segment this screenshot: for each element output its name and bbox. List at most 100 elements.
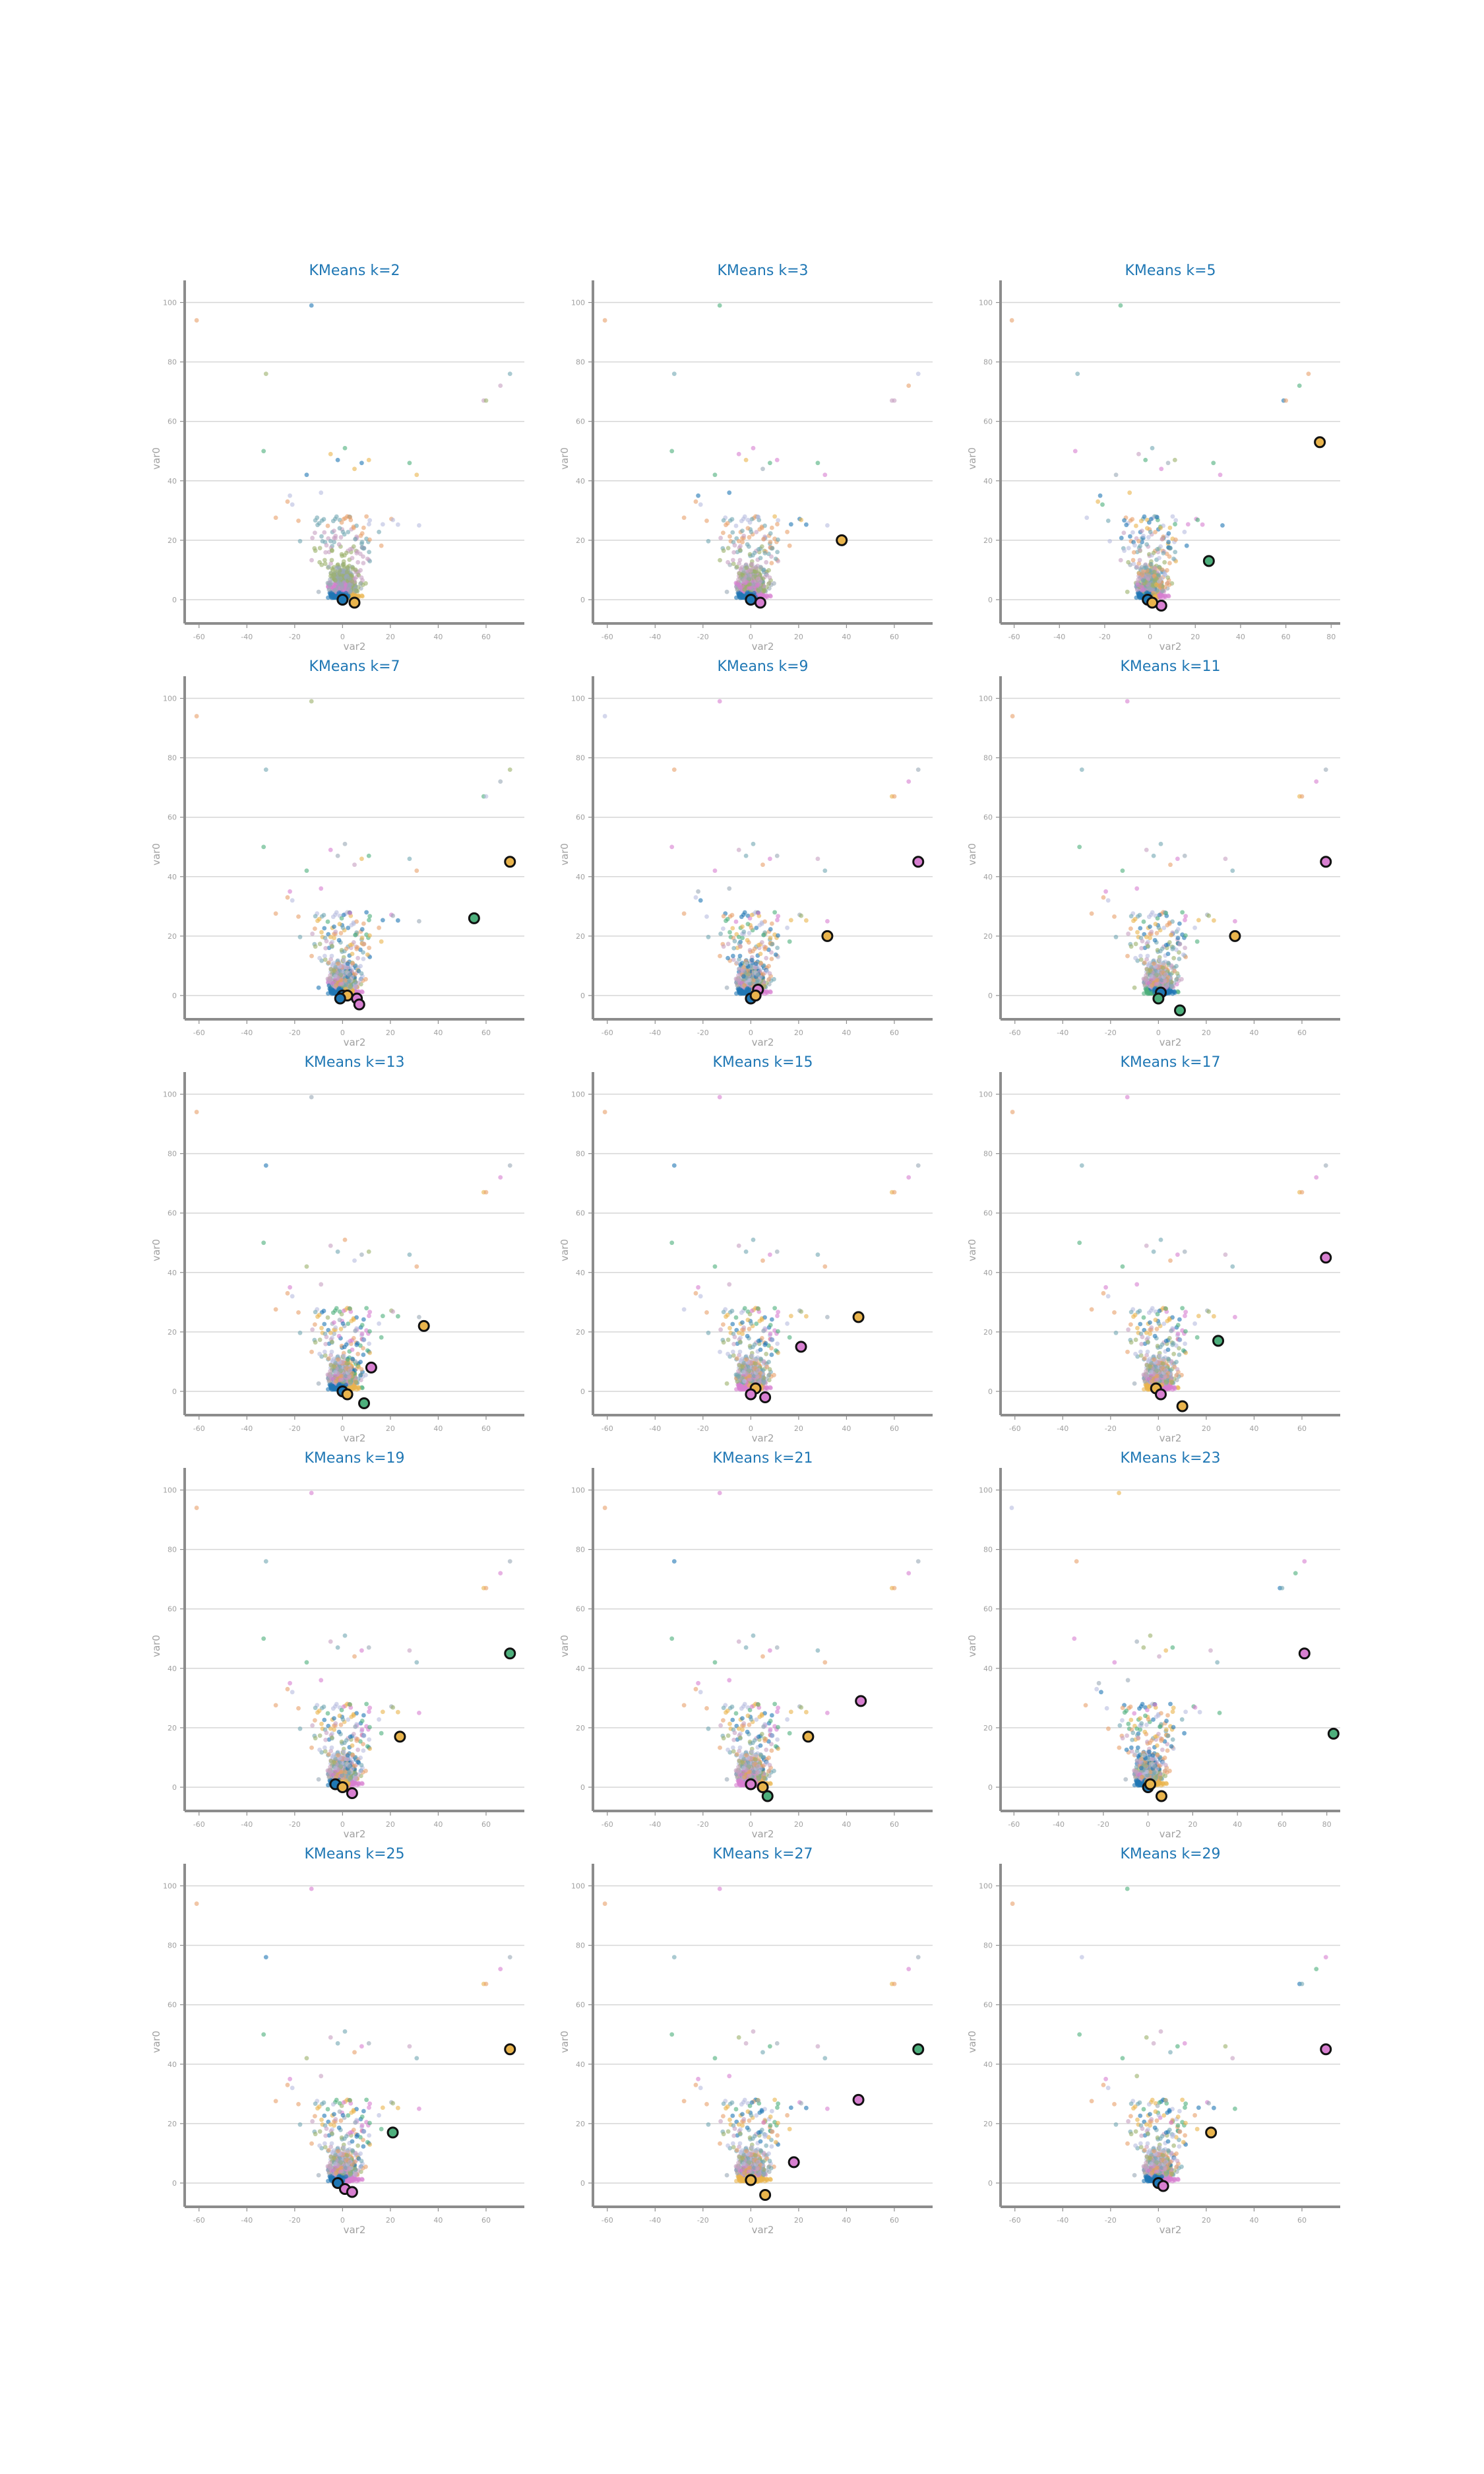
data-point — [354, 984, 359, 989]
data-point — [718, 954, 722, 959]
data-point — [342, 912, 346, 917]
data-point — [261, 844, 266, 849]
data-point — [1132, 550, 1136, 555]
data-point — [770, 922, 774, 926]
data-point — [1220, 523, 1225, 528]
data-point — [342, 958, 346, 963]
data-point — [751, 842, 756, 846]
data-point — [765, 990, 770, 995]
data-point — [333, 930, 338, 934]
data-point — [799, 518, 803, 523]
data-point — [286, 499, 290, 504]
data-point — [762, 588, 767, 593]
data-point — [738, 558, 743, 563]
data-point — [356, 956, 360, 961]
data-point — [328, 848, 333, 852]
y-tick-label: 100 — [571, 299, 585, 307]
data-point — [337, 542, 342, 547]
data-point — [804, 918, 809, 923]
data-point — [1161, 588, 1165, 593]
data-point — [326, 920, 330, 924]
data-point — [1150, 446, 1155, 451]
data-point — [761, 933, 766, 937]
data-point — [315, 918, 320, 923]
y-tick-label: 40 — [576, 477, 585, 486]
cluster-centroid — [469, 913, 479, 923]
data-point — [351, 961, 356, 966]
data-point — [736, 973, 741, 978]
data-point — [1153, 530, 1158, 534]
data-point — [322, 926, 326, 931]
data-point — [722, 914, 726, 918]
data-point — [338, 526, 342, 530]
data-point — [344, 947, 349, 951]
data-point — [785, 530, 789, 534]
data-point — [1148, 530, 1153, 534]
data-point — [367, 518, 372, 523]
data-point — [336, 854, 340, 858]
data-point — [339, 582, 344, 587]
data-point — [737, 935, 741, 939]
data-point — [354, 588, 359, 593]
data-point — [718, 932, 723, 936]
data-point — [766, 581, 771, 586]
data-point — [348, 515, 352, 520]
data-point — [1142, 515, 1147, 519]
data-point — [1146, 582, 1151, 587]
data-point — [737, 571, 742, 576]
data-point — [390, 914, 395, 918]
data-point — [706, 935, 711, 939]
data-point — [735, 961, 739, 965]
data-point — [737, 848, 741, 852]
data-point — [756, 911, 760, 916]
data-point — [722, 548, 726, 553]
data-point — [334, 515, 339, 519]
y-tick-label: 60 — [576, 418, 585, 426]
data-point — [358, 581, 363, 586]
data-point — [1138, 594, 1142, 598]
data-point — [336, 961, 340, 966]
data-point — [484, 794, 489, 799]
panel-title: KMeans k=7 — [309, 658, 400, 675]
data-point — [330, 990, 334, 994]
data-point — [682, 515, 687, 520]
y-tick-label: 60 — [168, 813, 177, 822]
y-tick-label: 100 — [571, 695, 585, 703]
x-tick-label: 40 — [433, 633, 443, 641]
data-point — [603, 318, 607, 323]
data-point — [789, 918, 793, 922]
y-tick-label: 20 — [168, 536, 177, 545]
data-point — [1167, 526, 1172, 530]
x-tick-label: -40 — [241, 1029, 253, 1037]
data-point — [746, 526, 751, 530]
data-point — [1141, 578, 1146, 583]
data-point — [1195, 518, 1200, 523]
data-point — [1132, 543, 1137, 548]
data-point — [333, 534, 338, 538]
y-tick-label: 60 — [576, 813, 585, 822]
data-point — [1200, 523, 1205, 527]
data-point — [326, 565, 331, 569]
data-point — [348, 911, 352, 916]
data-point — [672, 767, 677, 772]
data-point — [734, 920, 739, 924]
data-point — [725, 986, 729, 990]
data-point — [744, 854, 749, 858]
x-tick-label: 60 — [481, 633, 491, 641]
data-point — [733, 939, 737, 943]
y-tick-label: 40 — [983, 477, 993, 486]
x-tick-label: -40 — [649, 1029, 661, 1037]
data-point — [1167, 561, 1172, 565]
data-point — [822, 868, 827, 873]
data-point — [727, 534, 732, 539]
data-point — [757, 547, 761, 552]
data-point — [775, 458, 780, 462]
y-tick-label: 80 — [576, 358, 585, 367]
data-point — [749, 530, 754, 534]
cluster-centroid — [755, 598, 765, 608]
data-point — [804, 523, 809, 527]
data-point — [310, 932, 315, 936]
data-point — [753, 551, 757, 555]
data-point — [361, 526, 366, 530]
y-tick-label: 0 — [580, 596, 585, 604]
